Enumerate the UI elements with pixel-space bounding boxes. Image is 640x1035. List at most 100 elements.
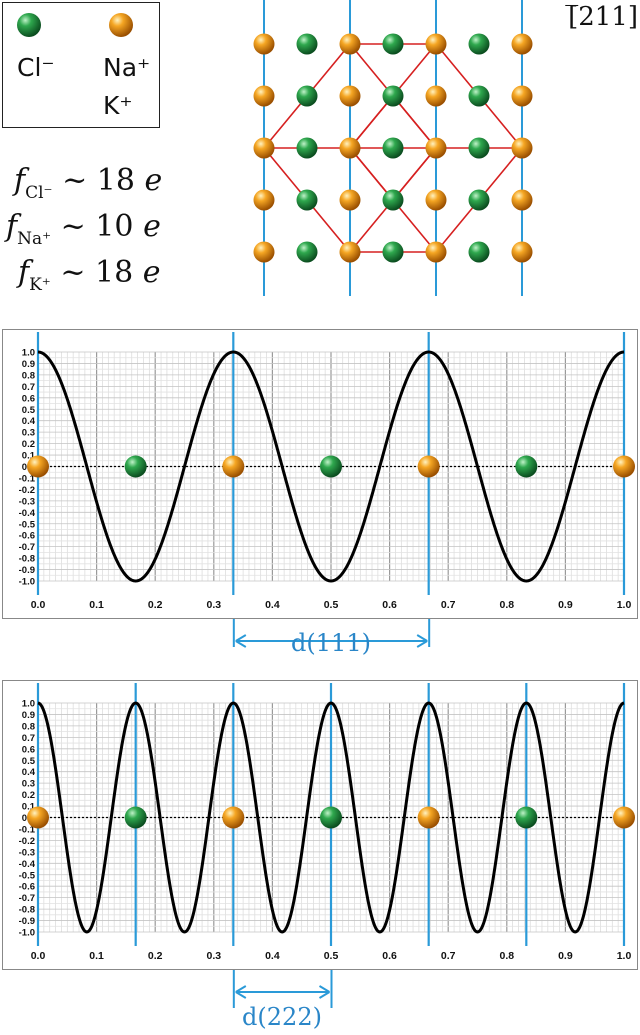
y-tick-label: -0.1 [19, 473, 36, 484]
x-tick-label: 0.1 [89, 950, 104, 962]
cl-atom [382, 189, 404, 211]
na-k-atom [511, 33, 533, 55]
y-tick-label: -0.4 [19, 508, 36, 519]
y-tick-label: 0.4 [22, 416, 36, 427]
cl-atom [124, 455, 147, 478]
y-tick-label: 0.9 [22, 710, 35, 721]
structure-factor-curve [37, 350, 625, 583]
x-tick-label: 0.3 [206, 599, 221, 611]
na-k-atom [27, 455, 49, 478]
y-tick-label: 0.1 [22, 451, 36, 462]
y-tick-label: 0.2 [22, 790, 35, 801]
x-tick-label: 0.9 [558, 950, 573, 962]
na-k-atom [253, 33, 275, 55]
y-tick-label: -0.5 [19, 870, 36, 881]
d222-label: d(222) [242, 1003, 322, 1031]
cl-ion-icon [17, 13, 41, 37]
y-tick-label: 0.5 [22, 405, 36, 416]
na-k-atom [417, 455, 440, 478]
na-k-atom [511, 85, 533, 107]
x-tick-label: 0.5 [324, 599, 339, 611]
y-tick-label: 0.9 [22, 359, 35, 370]
cl-atom [382, 33, 404, 55]
cl-atom [468, 241, 490, 263]
cl-atom [296, 241, 318, 263]
y-tick-label: -0.2 [19, 485, 35, 496]
chart-111: 1.00.90.80.70.60.50.40.30.20.10.0-0.1-0.… [19, 332, 635, 611]
cl-atom [382, 85, 404, 107]
x-tick-label: 0.9 [558, 599, 573, 611]
x-tick-label: 0.8 [499, 599, 514, 611]
x-tick-label: 0.2 [148, 950, 163, 962]
na-k-atom [339, 137, 361, 159]
x-tick-label: 0.3 [206, 950, 221, 962]
y-tick-label: -0.3 [19, 847, 35, 858]
y-tick-label: -1.0 [19, 928, 35, 939]
na-k-atom [339, 85, 361, 107]
cl-atom [382, 241, 404, 263]
cl-atom [382, 137, 404, 159]
cl-atom [468, 137, 490, 159]
d111-dimension: d(111) [232, 619, 431, 657]
y-tick-label: 0.3 [22, 779, 35, 790]
x-tick-label: 0.6 [382, 950, 397, 962]
d111-label: d(111) [291, 629, 371, 657]
crystal-lattice [253, 0, 533, 296]
legend-box: Cl⁻ Na⁺ K⁺ [2, 2, 160, 128]
na-k-atom [511, 241, 533, 263]
scattering-factor-cl: fCl⁻ ~ 18 e [14, 163, 163, 203]
na-k-atom [222, 455, 245, 478]
cl-atom [468, 189, 490, 211]
na-k-atom [425, 137, 447, 159]
na-k-atom [253, 189, 275, 211]
na-k-atom [613, 455, 635, 478]
y-tick-label: 0.8 [22, 721, 35, 732]
na-k-atom [27, 806, 49, 829]
x-tick-label: 0.8 [499, 950, 514, 962]
y-tick-label: -0.9 [19, 565, 35, 576]
na-k-atom [253, 241, 275, 263]
y-tick-label: 0.7 [22, 733, 35, 744]
scattering-factor-k: fK⁺ ~ 18 e [18, 255, 161, 295]
dimension-arrow [232, 970, 333, 1008]
x-tick-label: 0.0 [31, 599, 46, 611]
y-tick-label: 0.3 [22, 428, 35, 439]
legend-cl-label: Cl⁻ [17, 53, 55, 82]
x-tick-label: 0.7 [441, 950, 456, 962]
unit-cell-edge [349, 95, 394, 149]
y-tick-label: -0.9 [19, 916, 35, 927]
x-tick-label: 0.1 [89, 599, 104, 611]
y-tick-label: -1.0 [19, 577, 35, 588]
x-tick-label: 0.7 [441, 599, 456, 611]
na-k-atom [253, 137, 275, 159]
d222-dimension: d(222) [232, 970, 333, 1031]
cl-atom [296, 85, 318, 107]
na-k-atom [339, 241, 361, 263]
y-tick-label: -0.8 [19, 905, 35, 916]
y-tick-label: -0.6 [19, 882, 35, 893]
y-tick-label: 0.5 [22, 756, 36, 767]
cl-atom [296, 189, 318, 211]
na-k-ion-icon [109, 13, 133, 37]
na-k-atom [253, 85, 275, 107]
cl-atom [515, 806, 538, 829]
y-tick-label: 0.1 [22, 802, 36, 813]
na-k-atom [425, 189, 447, 211]
scattering-factor-na: fNa⁺ ~ 10 e [6, 209, 161, 249]
na-k-atom [425, 241, 447, 263]
y-tick-label: -0.7 [19, 893, 35, 904]
cl-atom [296, 137, 318, 159]
cl-atom [468, 33, 490, 55]
x-tick-label: 0.6 [382, 599, 397, 611]
direction-label: [̅211] [568, 2, 638, 32]
na-k-atom [417, 806, 440, 829]
y-tick-label: 0.7 [22, 382, 35, 393]
chart-111-panel: 1.00.90.80.70.60.50.40.30.20.10.0-0.1-0.… [2, 329, 638, 619]
cl-atom [320, 455, 342, 478]
y-tick-label: -0.8 [19, 554, 35, 565]
y-tick-label: 0.6 [22, 744, 35, 755]
chart-222-panel: 1.00.90.80.70.60.50.40.30.20.10.0-0.1-0.… [2, 680, 638, 970]
legend-k-label: K⁺ [103, 91, 133, 120]
na-k-atom [613, 806, 635, 829]
chart-222: 1.00.90.80.70.60.50.40.30.20.10.0-0.1-0.… [19, 683, 635, 962]
